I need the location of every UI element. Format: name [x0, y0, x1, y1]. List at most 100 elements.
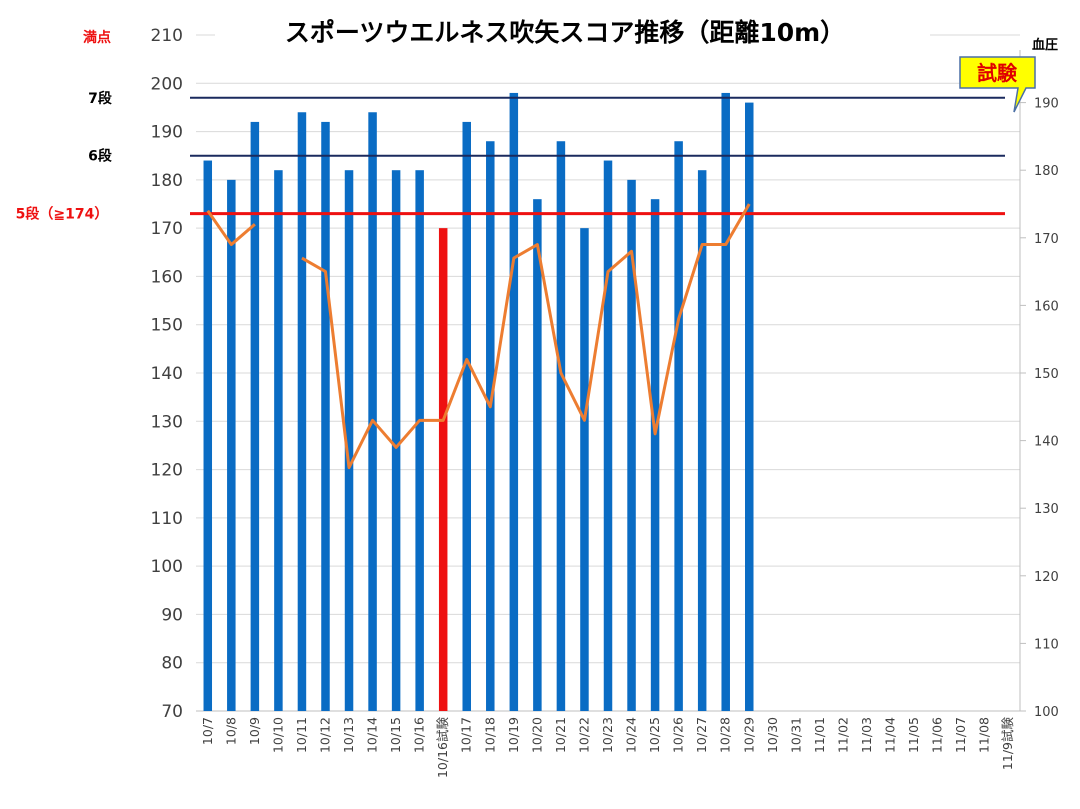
bar [721, 92, 730, 711]
blood-pressure-line [301, 203, 751, 470]
y-tick-label: 190 [151, 123, 183, 143]
bar [486, 141, 495, 711]
y2-tick-label: 100 [1034, 705, 1059, 720]
x-tick-label: 10/21 [553, 717, 568, 753]
bar [509, 92, 519, 711]
bar [297, 112, 307, 711]
x-tick-label: 10/16試験 [435, 717, 450, 779]
bar-series [203, 92, 754, 712]
x-axis-ticks: 10/7 10/8 10/9 10/10 10/11 10/12 10/13 10/14 10/… [200, 717, 1015, 779]
x-tick-label: 10/11 [294, 717, 309, 753]
y-tick-label: 140 [151, 364, 183, 384]
chart-title: スポーツウエルネス吹矢スコア推移（距離10m） [285, 18, 845, 47]
bar [603, 160, 613, 712]
bar [533, 199, 542, 711]
bar [250, 121, 260, 711]
bar [438, 228, 448, 711]
callout-box [959, 56, 1036, 113]
y-tick-label: 180 [151, 171, 183, 191]
x-tick-label: 10/9 [247, 717, 262, 745]
x-tick-label: 10/24 [624, 717, 639, 753]
y-tick-label: 160 [151, 267, 183, 287]
y2-tick-label: 130 [1034, 502, 1059, 517]
bar [697, 170, 707, 711]
y2-tick-label: 110 [1034, 637, 1059, 652]
x-tick-label: 10/22 [576, 717, 591, 753]
y-tick-label: 210 [151, 26, 183, 46]
x-tick-label: 10/15 [388, 717, 403, 753]
blood-pressure-series [206, 203, 751, 470]
x-tick-label: 10/20 [529, 717, 544, 753]
x-tick-label: 10/17 [459, 717, 474, 753]
y-tick-label: 90 [161, 605, 183, 625]
x-tick-label: 10/16 [412, 717, 427, 753]
y2-tick-label: 120 [1034, 570, 1059, 585]
y2-axis-ticks: 100 110 120 130 140 150 160 170 180 190 [1019, 50, 1059, 720]
bar [627, 179, 636, 711]
bar [203, 160, 213, 712]
bar [227, 179, 236, 711]
y-tick-label: 150 [151, 316, 183, 336]
max-score-label: 満点 [83, 29, 111, 46]
x-tick-label: 11/04 [883, 717, 898, 753]
x-tick-label: 10/26 [671, 717, 686, 753]
y-tick-label: 70 [161, 702, 183, 722]
bar [274, 170, 283, 711]
x-tick-label: 10/18 [482, 717, 497, 753]
y-tick-label: 200 [151, 74, 183, 94]
bar [674, 141, 683, 711]
bar [556, 141, 566, 711]
x-tick-label: 10/7 [200, 717, 215, 745]
reference-lines [190, 96, 1005, 216]
y2-tick-label: 170 [1034, 232, 1059, 247]
x-tick-label: 11/02 [835, 717, 850, 753]
y2-tick-label: 160 [1034, 299, 1059, 314]
y-axis-ticks: 70 80 90 100 110 120 130 140 150 160 170 180 190 200 2… [151, 26, 183, 722]
bar [415, 170, 424, 711]
x-tick-label: 11/9試験 [1000, 717, 1015, 771]
blood-pressure-line [206, 209, 256, 247]
x-tick-label: 11/08 [977, 717, 992, 753]
y2-tick-label: 190 [1034, 97, 1059, 112]
exam-callout: 試験 [959, 56, 1036, 113]
callout-label: 試験 [977, 61, 1018, 85]
bar [344, 170, 354, 711]
x-tick-label: 11/03 [859, 717, 874, 753]
bar [391, 170, 401, 711]
x-tick-label: 10/14 [365, 717, 380, 753]
y2-tick-label: 180 [1034, 164, 1059, 179]
bar [580, 228, 589, 711]
bar [368, 112, 377, 711]
reference-line-label: 7段 [88, 90, 112, 107]
x-tick-label: 10/29 [741, 717, 756, 753]
y2-tick-label: 150 [1034, 367, 1059, 382]
y2-tick-label: 140 [1034, 435, 1059, 450]
y-tick-label: 130 [151, 412, 183, 432]
x-tick-label: 11/01 [812, 717, 827, 753]
bar [745, 102, 754, 712]
x-tick-label: 10/25 [647, 717, 662, 753]
x-tick-label: 11/05 [906, 717, 921, 753]
x-tick-label: 10/10 [270, 717, 285, 753]
x-tick-label: 10/23 [600, 717, 615, 753]
reference-line-label: 6段 [88, 148, 112, 165]
y-tick-label: 80 [161, 654, 183, 674]
y2-axis-title: 血圧 [1032, 37, 1058, 53]
x-tick-label: 11/07 [953, 717, 968, 753]
y-tick-label: 170 [151, 219, 183, 239]
y-tick-label: 120 [151, 461, 183, 481]
annotations: 7段 6段 5段（≧174） 満点 [16, 29, 112, 223]
x-tick-label: 10/19 [506, 717, 521, 753]
x-tick-label: 10/12 [317, 717, 332, 753]
x-tick-label: 10/30 [765, 717, 780, 753]
x-tick-label: 11/06 [930, 717, 945, 753]
x-tick-label: 10/8 [223, 717, 238, 745]
x-tick-label: 10/31 [788, 717, 803, 753]
x-tick-label: 10/27 [694, 717, 709, 753]
reference-line-label: 5段（≧174） [16, 206, 109, 223]
y-tick-label: 110 [151, 509, 183, 529]
y-tick-label: 100 [151, 557, 183, 577]
bar [321, 121, 330, 711]
bar [462, 121, 471, 711]
